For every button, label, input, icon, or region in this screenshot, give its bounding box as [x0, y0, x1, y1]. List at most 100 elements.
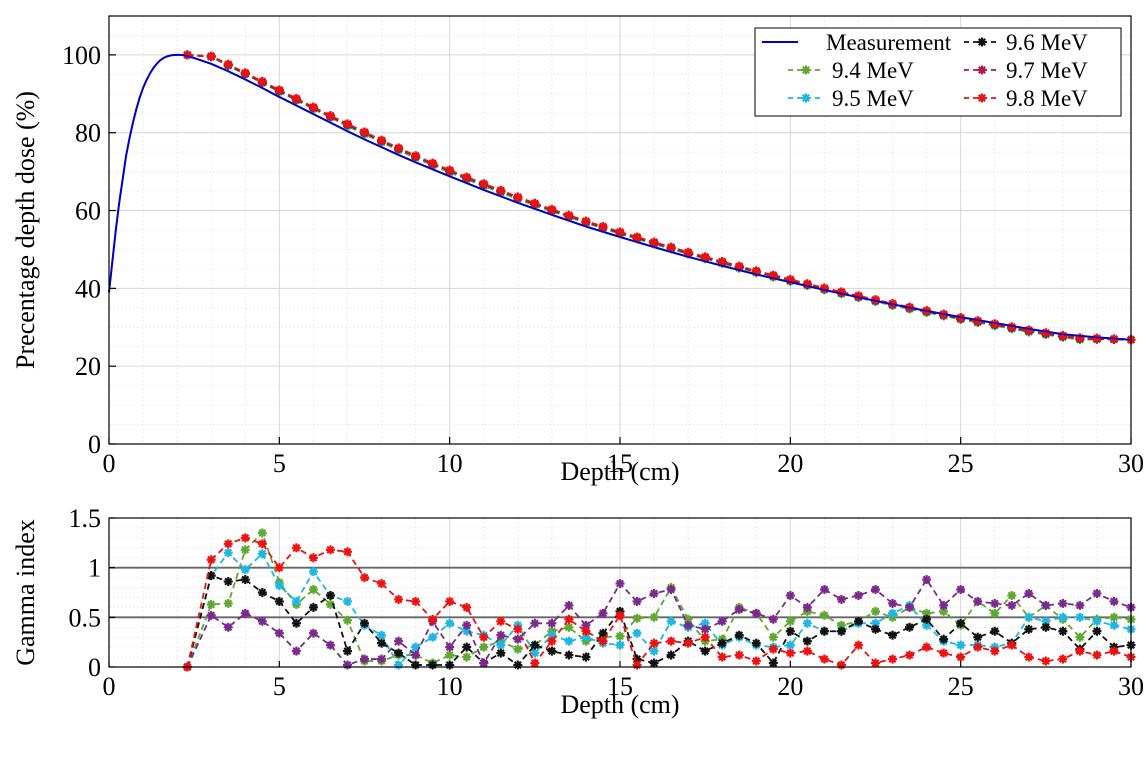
pdd-y-tick-label: 100 [62, 41, 101, 70]
legend-item: 9.6 MeV [964, 30, 1088, 55]
gamma-point [1092, 588, 1102, 598]
pdd-point [649, 237, 659, 247]
gamma-x-tick-label: 25 [948, 672, 974, 701]
pdd-y-tick-label: 80 [75, 119, 101, 148]
gamma-point [513, 660, 523, 670]
gamma-point [513, 634, 523, 644]
gamma-point [888, 608, 898, 618]
gamma-point [1058, 626, 1068, 636]
pdd-point [206, 51, 216, 61]
gamma-point [411, 596, 421, 606]
pdd-point [615, 227, 625, 237]
pdd-point [1041, 328, 1051, 338]
gamma-point [206, 571, 216, 581]
gamma-point [734, 630, 744, 640]
pdd-point [411, 151, 421, 161]
gamma-point [905, 602, 915, 612]
pdd-point [462, 172, 472, 182]
pdd-point [479, 179, 489, 189]
gamma-point [785, 648, 795, 658]
gamma-point [342, 646, 352, 656]
legend-label: 9.6 MeV [1006, 30, 1088, 55]
gamma-point [479, 658, 489, 668]
legend-item: Measurement [762, 30, 952, 55]
gamma-point [717, 652, 727, 662]
gamma-point [666, 585, 676, 595]
gamma-point [547, 618, 557, 628]
pdd-point [496, 185, 506, 195]
gamma-point [445, 618, 455, 628]
gamma-point [496, 640, 506, 650]
gamma-point [649, 646, 659, 656]
pdd-point [445, 165, 455, 175]
gamma-point [223, 577, 233, 587]
pdd-point [530, 198, 540, 208]
gamma-point [768, 614, 778, 624]
pdd-x-axis-label: Depth (cm) [560, 457, 679, 486]
legend-label: 9.8 MeV [1006, 86, 1088, 111]
gamma-point [939, 634, 949, 644]
gamma-point [325, 640, 335, 650]
legend: Measurement 9.4 MeV 9.5 MeV 9.6 MeV 9.7 MeV 9… [754, 27, 1122, 117]
pdd-point [360, 127, 369, 137]
legend-marker [977, 37, 987, 47]
gamma-point [411, 660, 421, 670]
gamma-point [853, 640, 863, 650]
gamma-line [186, 531, 1132, 668]
gamma-point [939, 648, 949, 658]
gamma-point [377, 654, 387, 664]
gamma-point [581, 652, 591, 662]
gamma-y-axis-label: Gamma index [11, 519, 40, 666]
gamma-point [1075, 646, 1085, 656]
gamma-point [274, 596, 284, 606]
pdd-point [342, 119, 352, 129]
gamma-point [240, 545, 250, 555]
gamma-point [342, 547, 352, 557]
gamma-point [257, 539, 267, 549]
gamma-point [257, 549, 267, 559]
gamma-point [206, 610, 216, 620]
gamma-point [479, 632, 489, 642]
legend-box [754, 27, 1122, 117]
pdd-point [734, 261, 744, 271]
pdd-point [394, 143, 404, 153]
gamma-point [956, 640, 966, 650]
gamma-point [785, 616, 795, 626]
gamma-y-tick-label: 0.5 [69, 603, 102, 632]
pdd-point [853, 291, 863, 301]
gamma-point [819, 610, 829, 620]
gamma-point [1024, 624, 1034, 634]
gamma-point [496, 630, 506, 640]
gamma-point [462, 602, 472, 612]
gamma-point [888, 654, 898, 664]
pdd-x-tick-label: 20 [777, 449, 803, 478]
gamma-point [615, 610, 625, 620]
gamma-point [871, 606, 880, 616]
pdd-point [291, 93, 301, 103]
gamma-x-tick-label: 30 [1118, 672, 1144, 701]
gamma-point [428, 660, 438, 670]
gamma-point [615, 640, 625, 650]
gamma-point [1041, 600, 1051, 610]
pdd-point [1058, 330, 1068, 340]
gamma-point [973, 632, 983, 642]
pdd-point [598, 221, 608, 231]
gamma-point [479, 642, 489, 652]
gamma-point [325, 590, 335, 600]
pdd-point [683, 247, 693, 257]
gamma-point [853, 616, 863, 626]
gamma-point [768, 644, 778, 654]
gamma-point [394, 660, 404, 670]
gamma-point [717, 638, 727, 648]
gamma-point [240, 565, 250, 575]
gamma-point [973, 596, 983, 606]
gamma-point [206, 555, 216, 565]
gamma-point [785, 626, 795, 636]
gamma-point [462, 642, 472, 652]
gamma-y-tick-label: 1.5 [69, 504, 102, 533]
gamma-point [462, 620, 472, 630]
gamma-point [394, 636, 404, 646]
gamma-point [342, 596, 352, 606]
legend-item: 9.7 MeV [964, 58, 1088, 83]
